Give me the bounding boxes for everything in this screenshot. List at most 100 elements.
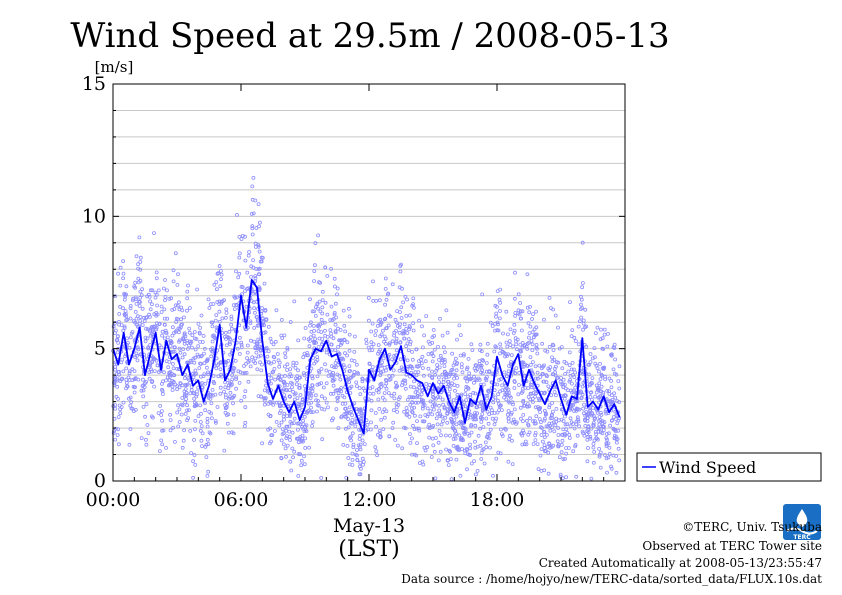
sample-point: [163, 378, 168, 383]
sample-point: [319, 394, 324, 399]
sample-point: [438, 395, 442, 400]
sample-point: [394, 402, 399, 406]
sample-point: [314, 398, 319, 403]
sample-point: [193, 418, 198, 423]
sample-point: [203, 408, 208, 413]
sample-point: [604, 456, 609, 461]
sample-point: [527, 331, 532, 336]
sample-point: [234, 295, 239, 300]
sample-point: [567, 432, 572, 437]
sample-point: [168, 428, 173, 433]
sample-point: [320, 289, 325, 294]
sample-point: [529, 338, 534, 343]
sample-point: [213, 318, 218, 323]
sample-point: [542, 317, 546, 322]
sample-point: [534, 414, 539, 419]
sample-point: [228, 390, 233, 395]
sample-point: [520, 309, 525, 314]
sample-point: [617, 400, 622, 405]
sample-point: [167, 378, 172, 383]
sample-point: [222, 389, 226, 394]
sample-point: [360, 438, 365, 443]
sample-point: [299, 458, 304, 463]
sample-point: [290, 430, 295, 435]
sample-point: [535, 351, 540, 356]
sample-point: [512, 322, 517, 327]
sample-point: [492, 422, 497, 427]
sample-point: [199, 362, 203, 366]
sample-point: [455, 375, 460, 380]
sample-point: [258, 353, 263, 358]
sample-point: [457, 433, 462, 438]
sample-point: [534, 345, 539, 350]
sample-point: [201, 374, 206, 379]
sample-point: [394, 405, 399, 410]
sample-point: [317, 370, 322, 375]
sample-point: [423, 359, 428, 364]
sample-point: [179, 412, 184, 417]
sample-point: [370, 385, 375, 390]
sample-point: [604, 436, 609, 440]
sample-point: [341, 308, 346, 313]
sample-point: [205, 437, 210, 442]
sample-point: [232, 307, 237, 312]
sample-point: [591, 445, 596, 450]
sample-point: [242, 394, 247, 399]
sample-point: [578, 319, 582, 324]
sample-point: [602, 420, 607, 425]
sample-point: [233, 358, 238, 363]
sample-point: [206, 395, 211, 400]
sample-point: [595, 387, 600, 392]
sample-point: [383, 377, 388, 382]
sample-point: [339, 414, 344, 419]
sample-point: [530, 348, 535, 353]
sample-point: [116, 334, 120, 339]
sample-point: [229, 380, 234, 385]
sample-point: [454, 414, 459, 419]
sample-point: [284, 454, 288, 459]
sample-point: [353, 452, 358, 457]
x-axis-ticks: 00:00 06:00 12:00 18:00: [86, 84, 605, 511]
sample-point: [294, 361, 299, 366]
sample-point: [302, 429, 307, 434]
sample-point: [234, 386, 239, 391]
sample-point: [148, 342, 153, 347]
sample-point: [329, 266, 334, 271]
sample-point: [431, 327, 436, 332]
sample-point: [397, 395, 402, 400]
sample-point: [505, 332, 510, 337]
sample-point: [203, 401, 207, 406]
sample-point: [283, 446, 288, 451]
sample-point: [597, 419, 601, 423]
sample-point: [397, 330, 402, 335]
sample-point: [563, 456, 567, 461]
sample-point: [113, 365, 118, 369]
sample-point: [417, 461, 422, 465]
sample-point: [598, 361, 602, 366]
sample-point: [150, 288, 155, 293]
sample-point: [152, 384, 157, 389]
sample-point: [190, 345, 194, 350]
sample-point: [148, 288, 153, 293]
sample-point: [371, 391, 376, 396]
sample-point: [351, 442, 356, 447]
sample-point: [237, 234, 242, 239]
sample-point: [410, 349, 414, 354]
sample-point: [495, 382, 500, 387]
sample-point: [302, 414, 307, 419]
sample-point: [382, 339, 387, 344]
sample-point: [133, 320, 138, 325]
sample-point: [268, 413, 273, 418]
sample-point: [380, 395, 385, 400]
sample-point: [248, 338, 253, 343]
sample-point: [254, 226, 259, 230]
sample-point: [474, 405, 479, 410]
sample-point: [223, 330, 228, 335]
sample-point: [437, 408, 442, 413]
sample-point: [308, 335, 313, 340]
sample-point: [494, 311, 499, 316]
sample-point: [362, 442, 367, 447]
sample-point: [475, 468, 480, 473]
sample-point: [128, 306, 133, 311]
sample-point: [237, 380, 242, 385]
